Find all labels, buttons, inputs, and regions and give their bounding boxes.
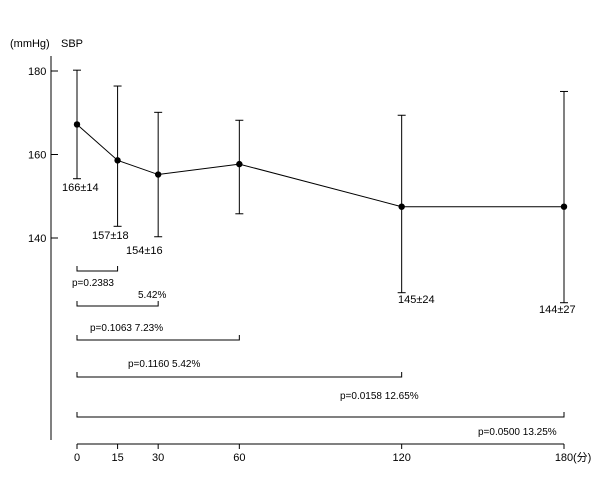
comparison-bracket (76, 301, 159, 307)
y-axis-label: SBP (61, 38, 83, 50)
data-label: 144±27 (539, 304, 576, 316)
data-point (398, 203, 405, 210)
x-tick-label: 60 (233, 452, 245, 464)
y-tick-label: 180 (28, 66, 46, 78)
data-label: 166±14 (62, 182, 99, 194)
comparison-label: p=0.2383 (72, 278, 114, 289)
data-point (560, 203, 568, 210)
x-tick-label: 30 (152, 452, 164, 464)
data-label: 157±18 (92, 230, 129, 242)
comparisons: p=0.2383 5.42% p=0.1063 7.23% p=0.1160 5.42… (72, 266, 565, 438)
series-line (76, 124, 564, 208)
y-tick-label: 140 (28, 233, 46, 245)
comparison-bracket (76, 266, 119, 272)
x-tick-label: 180 (555, 452, 573, 464)
x-tick-label: 120 (392, 452, 410, 464)
data-point (114, 157, 121, 164)
data-point (154, 171, 162, 178)
data-label: 145±24 (398, 294, 435, 306)
y-axis-unit: (mmHg) (10, 38, 50, 50)
data-label: 154±16 (126, 245, 163, 257)
data-point (73, 121, 81, 128)
comparison-label: p=0.1160 5.42% (128, 359, 200, 370)
series: 166±14 157±18 154±16 145±24 144±27 (62, 69, 576, 316)
data-point (236, 160, 243, 168)
comparison-label: p=0.0158 12.65% (340, 391, 419, 402)
x-ticks: 0 15 30 60 120 180 (74, 444, 573, 464)
x-axis-label: (分) (573, 451, 591, 464)
comparison-label: p=0.1063 7.23% (90, 323, 163, 334)
x-tick-label: 0 (74, 452, 80, 464)
comparison-label: 5.42% (138, 290, 166, 301)
x-tick-label: 15 (111, 452, 123, 464)
comparison-bracket (76, 335, 240, 341)
comparison-bracket (76, 412, 565, 418)
comparison-bracket (76, 372, 403, 378)
y-ticks: 140 160 180 (28, 66, 58, 245)
y-tick-label: 160 (28, 150, 46, 162)
comparison-label: p=0.0500 13.25% (478, 427, 557, 438)
